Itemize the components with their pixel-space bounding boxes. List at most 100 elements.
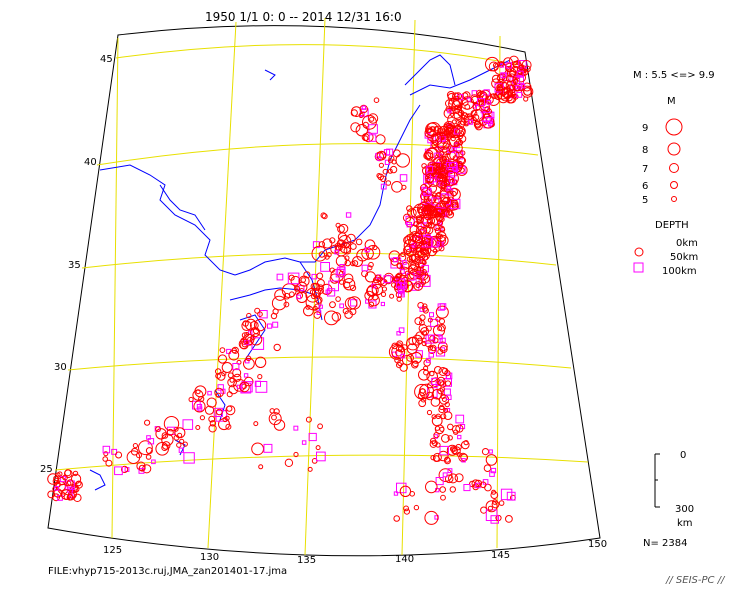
quake-marker-shallow bbox=[246, 312, 252, 319]
quake-marker-shallow bbox=[102, 456, 108, 462]
quake-marker-shallow bbox=[303, 305, 314, 317]
quake-marker-deep bbox=[361, 105, 367, 110]
depth-symbol-shallow bbox=[634, 247, 644, 257]
quake-marker-shallow bbox=[403, 245, 413, 255]
quake-marker-deep bbox=[463, 484, 471, 492]
quake-marker-deep bbox=[428, 352, 434, 358]
quake-marker-shallow bbox=[273, 419, 286, 431]
quake-marker-shallow bbox=[350, 122, 361, 133]
depth-title: DEPTH bbox=[655, 220, 689, 231]
quake-marker-shallow bbox=[423, 359, 431, 367]
quake-marker-shallow bbox=[367, 294, 380, 307]
quake-marker-shallow bbox=[479, 100, 486, 107]
quake-marker-deep bbox=[446, 394, 452, 401]
lat-label-35: 35 bbox=[68, 260, 81, 271]
quake-marker-deep bbox=[334, 249, 340, 255]
source-file: FILE:vhyp715-2013c.ruj,JMA_zan201401-17.… bbox=[48, 566, 287, 577]
quake-marker-deep bbox=[196, 404, 203, 410]
quake-marker-shallow bbox=[66, 494, 74, 501]
quake-marker-shallow bbox=[349, 284, 357, 292]
quake-marker-shallow bbox=[439, 200, 450, 211]
quake-marker-shallow bbox=[313, 311, 322, 319]
quake-marker-deep bbox=[383, 275, 392, 284]
quake-marker-deep bbox=[316, 451, 326, 462]
quake-marker-shallow bbox=[427, 345, 433, 351]
quake-marker-shallow bbox=[504, 62, 515, 73]
quake-marker-shallow bbox=[254, 356, 267, 368]
quake-marker-shallow bbox=[399, 485, 412, 497]
quake-marker-deep bbox=[439, 445, 449, 456]
quake-marker-shallow bbox=[403, 238, 418, 253]
quake-marker-shallow bbox=[329, 237, 336, 244]
quake-marker-shallow bbox=[429, 335, 436, 342]
quake-marker-shallow bbox=[411, 232, 424, 244]
quake-marker-shallow bbox=[52, 477, 60, 485]
quake-marker-shallow bbox=[105, 459, 113, 467]
quake-marker-shallow bbox=[451, 191, 457, 197]
quake-marker-shallow bbox=[355, 238, 363, 246]
quake-marker-shallow bbox=[387, 168, 393, 174]
quake-marker-shallow bbox=[427, 221, 435, 229]
quake-marker-shallow bbox=[136, 452, 142, 459]
earthquake-markers bbox=[47, 55, 534, 525]
quake-marker-shallow bbox=[47, 490, 56, 499]
quake-marker-shallow bbox=[290, 275, 301, 286]
quake-marker-shallow bbox=[418, 323, 428, 333]
quake-marker-shallow bbox=[352, 256, 363, 267]
quake-marker-shallow bbox=[343, 281, 351, 289]
quake-marker-shallow bbox=[214, 387, 224, 398]
quake-marker-shallow bbox=[472, 103, 481, 112]
quake-marker-shallow bbox=[226, 391, 233, 398]
quake-marker-shallow bbox=[252, 327, 260, 335]
quake-marker-shallow bbox=[313, 292, 320, 299]
quake-marker-shallow bbox=[483, 112, 490, 119]
quake-marker-shallow bbox=[418, 205, 432, 219]
quake-marker-shallow bbox=[434, 424, 445, 435]
quake-marker-shallow bbox=[476, 89, 483, 97]
quake-marker-shallow bbox=[430, 397, 441, 407]
quake-marker-shallow bbox=[480, 101, 490, 112]
quake-marker-shallow bbox=[427, 317, 433, 323]
quake-marker-deep bbox=[490, 515, 499, 524]
quake-marker-shallow bbox=[429, 371, 435, 377]
quake-marker-shallow bbox=[208, 415, 216, 423]
quake-marker-deep bbox=[439, 303, 447, 310]
quake-marker-shallow bbox=[521, 85, 534, 98]
quake-marker-shallow bbox=[396, 263, 403, 269]
quake-marker-shallow bbox=[430, 455, 436, 461]
quake-marker-shallow bbox=[418, 399, 427, 408]
quake-marker-shallow bbox=[216, 408, 223, 416]
quake-marker-shallow bbox=[318, 241, 326, 248]
quake-marker-shallow bbox=[253, 421, 259, 427]
quake-marker-shallow bbox=[381, 286, 387, 292]
quake-marker-shallow bbox=[307, 466, 313, 472]
quake-marker-deep bbox=[435, 477, 444, 486]
quake-marker-shallow bbox=[425, 147, 439, 161]
quake-marker-shallow bbox=[385, 180, 392, 186]
quake-marker-shallow bbox=[67, 479, 74, 486]
magnitude-title: M bbox=[667, 96, 676, 107]
quake-marker-deep bbox=[364, 247, 370, 253]
graticule bbox=[54, 17, 589, 556]
quake-marker-shallow bbox=[270, 312, 278, 320]
quake-marker-shallow bbox=[145, 447, 153, 455]
quake-marker-shallow bbox=[446, 91, 455, 99]
quake-marker-shallow bbox=[224, 415, 230, 421]
quake-marker-shallow bbox=[225, 423, 232, 430]
quake-marker-shallow bbox=[447, 423, 454, 431]
quake-marker-shallow bbox=[456, 156, 466, 165]
quake-marker-shallow bbox=[415, 331, 425, 341]
quake-marker-shallow bbox=[455, 120, 461, 126]
quake-marker-shallow bbox=[335, 244, 343, 252]
quake-marker-shallow bbox=[336, 239, 345, 248]
mag-label-7: 7 bbox=[642, 164, 648, 175]
quake-marker-shallow bbox=[163, 416, 180, 432]
quake-marker-deep bbox=[442, 472, 448, 478]
quake-marker-shallow bbox=[447, 187, 461, 202]
quake-marker-shallow bbox=[435, 305, 449, 319]
quake-marker-deep bbox=[326, 288, 336, 297]
quake-marker-shallow bbox=[415, 283, 421, 289]
quake-marker-shallow bbox=[442, 156, 447, 162]
quake-marker-shallow bbox=[425, 173, 435, 183]
quake-marker-shallow bbox=[424, 127, 435, 138]
